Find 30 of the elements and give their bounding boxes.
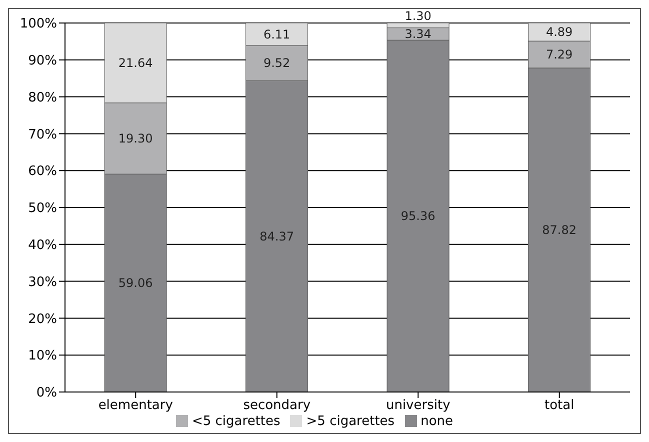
legend-label: >5 cigarettes — [306, 414, 395, 429]
x-tick-label: secondary — [243, 398, 311, 414]
data-label: 4.89 — [546, 25, 573, 40]
y-tick-label: 90% — [28, 54, 57, 69]
y-tick-label: 100% — [20, 16, 57, 32]
data-label: 21.64 — [118, 56, 153, 70]
data-label: 95.36 — [400, 209, 436, 224]
data-label: 1.30 — [404, 9, 432, 23]
x-tick-label: total — [544, 398, 574, 414]
y-tick-label: 80% — [28, 90, 57, 106]
y-tick-label: 30% — [28, 274, 57, 290]
data-label: 84.37 — [260, 229, 294, 244]
x-tick-label: elementary — [98, 398, 174, 414]
y-tick-label: 10% — [28, 348, 57, 364]
y-tick-label: 60% — [28, 164, 57, 180]
y-tick-label: 40% — [28, 238, 57, 254]
data-label: 6.11 — [263, 27, 290, 42]
y-tick-label: 0% — [36, 386, 57, 401]
y-tick-label: 70% — [28, 127, 57, 142]
data-label: 7.29 — [546, 47, 573, 62]
x-tick-label: university — [386, 398, 451, 414]
data-label: 19.30 — [118, 131, 153, 146]
legend-label: none — [420, 414, 454, 429]
data-label: 9.52 — [263, 56, 290, 70]
y-tick-label: 20% — [28, 312, 57, 327]
data-label: 59.06 — [118, 276, 153, 290]
y-tick-label: 50% — [28, 201, 57, 216]
data-label: 87.82 — [542, 222, 576, 237]
legend-label: <5 cigarettes — [192, 414, 280, 429]
data-label: 3.34 — [404, 26, 432, 41]
